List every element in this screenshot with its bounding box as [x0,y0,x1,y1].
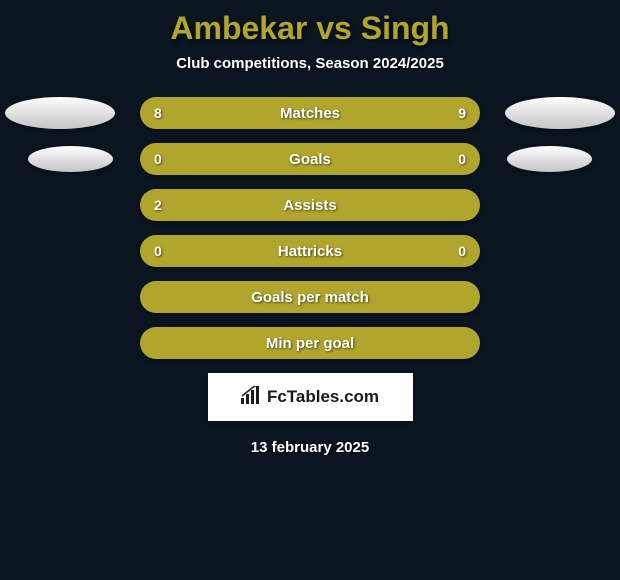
comparison-title: Ambekar vs Singh [170,10,449,47]
stat-value-left: 0 [154,243,162,259]
stat-value-left: 2 [154,197,162,213]
stat-row-goals-per-match: Goals per match [0,281,620,313]
stat-row-assists: 2 Assists [0,189,620,221]
stat-label: Goals [289,151,331,168]
stat-bar: 0 Hattricks 0 [140,235,480,267]
logo-text: FcTables.com [241,386,379,409]
stat-bar: 0 Goals 0 [140,143,480,175]
player-left-oval-icon [5,97,115,129]
stat-bar: Goals per match [140,281,480,313]
player-left-oval-icon [28,146,113,172]
stat-bar: 2 Assists [140,189,480,221]
stat-row-goals: 0 Goals 0 [0,143,620,175]
stat-value-right: 0 [458,151,466,167]
player-right-oval-icon [507,146,592,172]
stat-label: Min per goal [266,335,354,352]
stat-label: Hattricks [278,243,342,260]
stat-row-min-per-goal: Min per goal [0,327,620,359]
stat-row-matches: 8 Matches 9 [0,97,620,129]
stat-value-left: 8 [154,105,162,121]
stat-label: Matches [280,105,340,122]
stat-value-right: 0 [458,243,466,259]
stat-row-hattricks: 0 Hattricks 0 [0,235,620,267]
stat-value-right: 9 [458,105,466,121]
date-text: 13 february 2025 [251,439,369,456]
logo-box: FcTables.com [208,373,413,421]
main-container: Ambekar vs Singh Club competitions, Seas… [0,0,620,580]
season-subtitle: Club competitions, Season 2024/2025 [176,55,444,72]
chart-icon [241,386,263,409]
logo-label: FcTables.com [267,387,379,407]
stat-label: Assists [283,197,336,214]
stat-label: Goals per match [251,289,369,306]
stats-area: 8 Matches 9 0 Goals 0 2 Assists [0,97,620,359]
stat-value-left: 0 [154,151,162,167]
player-right-oval-icon [505,97,615,129]
stat-bar: 8 Matches 9 [140,97,480,129]
stat-bar: Min per goal [140,327,480,359]
